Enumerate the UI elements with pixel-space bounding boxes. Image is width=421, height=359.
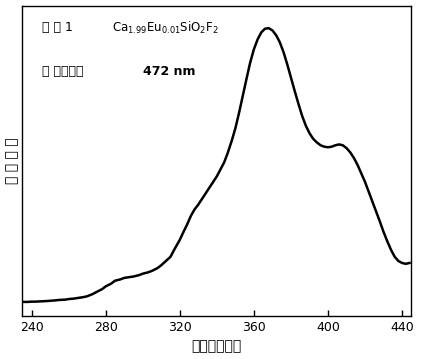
Text: 472 nm: 472 nm — [143, 65, 195, 78]
X-axis label: 波长（纳米）: 波长（纳米） — [192, 340, 242, 354]
Text: Ca$_{1.99}$Eu$_{0.01}$SiO$_2$F$_2$: Ca$_{1.99}$Eu$_{0.01}$SiO$_2$F$_2$ — [112, 19, 218, 36]
Text: 实 例 1: 实 例 1 — [42, 21, 81, 34]
Text: 监 测波长：: 监 测波长： — [42, 65, 83, 78]
Y-axis label: 相 对 强 度: 相 对 强 度 — [5, 137, 19, 184]
